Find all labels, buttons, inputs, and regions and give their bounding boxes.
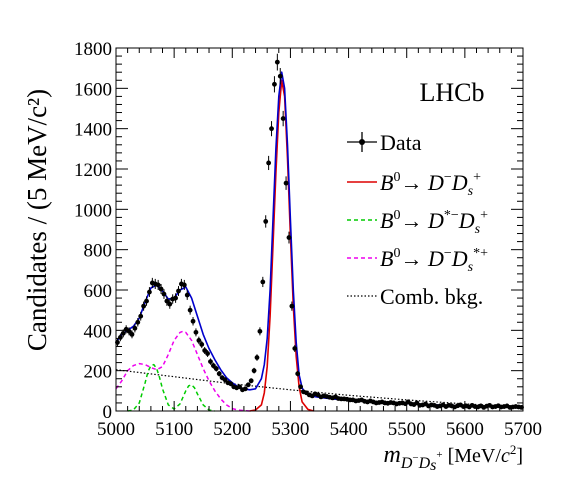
data-point — [158, 284, 164, 294]
y-tick-label: 1000 — [74, 200, 112, 221]
x-tick-label: 5300 — [271, 419, 309, 440]
data-point — [222, 377, 228, 383]
data-point — [216, 370, 222, 377]
data-point — [257, 327, 263, 336]
data-point — [298, 384, 304, 390]
data-point — [208, 358, 213, 365]
data-point — [286, 231, 292, 244]
data-point — [184, 290, 190, 300]
dstar-dsplus-curve — [127, 363, 215, 412]
data-point — [138, 311, 144, 321]
legend-item-d-dsstar: B0→ D−Ds*+ — [347, 246, 488, 275]
data-points — [115, 53, 524, 410]
data-point — [144, 296, 149, 306]
legend-item-comb: Comb. bkg. — [347, 284, 483, 309]
data-point — [210, 362, 216, 369]
data-point — [283, 176, 289, 190]
data-point — [205, 350, 210, 357]
data-point — [272, 76, 277, 93]
data-point — [193, 328, 199, 337]
data-point — [280, 110, 286, 127]
x-axis-label: mD−Ds+ [MeV/c2] — [383, 442, 523, 474]
data-point — [274, 53, 280, 71]
legend-label-d-dsstar: B0→ D−Ds*+ — [380, 246, 488, 275]
total-fit-curve — [115, 71, 524, 408]
plot-frame — [115, 47, 524, 412]
data-point — [199, 340, 205, 349]
legend-label-dstar-dsplus: B0→ D*−Ds+ — [380, 208, 488, 237]
data-point — [254, 354, 260, 361]
data-point — [161, 289, 167, 299]
legend-label-signal: B0→ D−Ds+ — [380, 170, 481, 199]
data-point — [181, 279, 187, 290]
y-tick-label: 800 — [84, 241, 113, 262]
data-point — [141, 301, 147, 311]
data-point — [187, 305, 193, 315]
data-point — [173, 293, 178, 303]
data-point — [237, 384, 242, 390]
data-point — [277, 68, 283, 85]
data-point — [176, 286, 181, 296]
legend-label-comb: Comb. bkg. — [380, 284, 483, 309]
data-point — [132, 324, 138, 333]
data-point — [190, 317, 196, 326]
x-tick-label: 5200 — [213, 419, 251, 440]
x-tick-label: 5100 — [155, 419, 193, 440]
signal-curve — [249, 79, 314, 412]
comb-bkg-curve — [115, 369, 524, 408]
legend-item-data: Data — [347, 130, 422, 155]
y-tick-label: 200 — [84, 362, 113, 383]
data-point — [155, 279, 161, 290]
legend: Data B0→ D−Ds+ B0→ D*−Ds+ B0→ D−Ds*+ Com… — [347, 130, 488, 309]
d-dsstar-curve — [115, 330, 250, 412]
data-point — [263, 215, 269, 228]
x-tick-label: 5000 — [97, 419, 135, 440]
data-point — [213, 365, 219, 372]
data-point — [129, 330, 135, 339]
x-tick-label: 5600 — [446, 419, 484, 440]
y-tick-label: 0 — [103, 402, 113, 423]
data-point — [228, 381, 234, 387]
lhcb-label: LHCb — [420, 78, 485, 107]
data-point — [167, 299, 173, 309]
data-point — [242, 386, 248, 392]
x-tick-label: 5400 — [330, 419, 368, 440]
y-tick-label: 1200 — [74, 160, 112, 181]
data-point — [164, 296, 170, 306]
fit-curves — [115, 71, 524, 412]
data-point — [248, 378, 254, 384]
data-point — [269, 121, 274, 137]
data-point — [266, 155, 272, 171]
axes: 5000 5100 5200 5300 5400 5500 5600 5700 0 200 400 6… — [74, 39, 542, 440]
data-point — [289, 301, 295, 311]
data-point — [292, 344, 298, 353]
x-tick-label: 5700 — [504, 419, 542, 440]
data-point — [251, 367, 257, 374]
data-point — [196, 336, 202, 345]
legend-label-data: Data — [380, 130, 422, 155]
y-tick-label: 400 — [84, 321, 113, 342]
data-point — [202, 347, 208, 354]
legend-item-dstar-dsplus: B0→ D*−Ds+ — [347, 208, 488, 237]
data-point — [295, 370, 301, 377]
x-tick-label: 5500 — [388, 419, 426, 440]
legend-item-signal: B0→ D−Ds+ — [347, 170, 481, 199]
y-tick-label: 600 — [84, 281, 113, 302]
y-tick-label: 1800 — [74, 39, 112, 60]
data-point — [260, 276, 266, 288]
y-tick-label: 1600 — [74, 79, 112, 100]
data-point — [245, 382, 251, 388]
y-tick-label: 1400 — [74, 120, 112, 141]
data-point — [135, 318, 141, 327]
data-point — [147, 287, 152, 297]
y-axis-label: Candidates / (5 MeV/c²) — [22, 89, 52, 351]
